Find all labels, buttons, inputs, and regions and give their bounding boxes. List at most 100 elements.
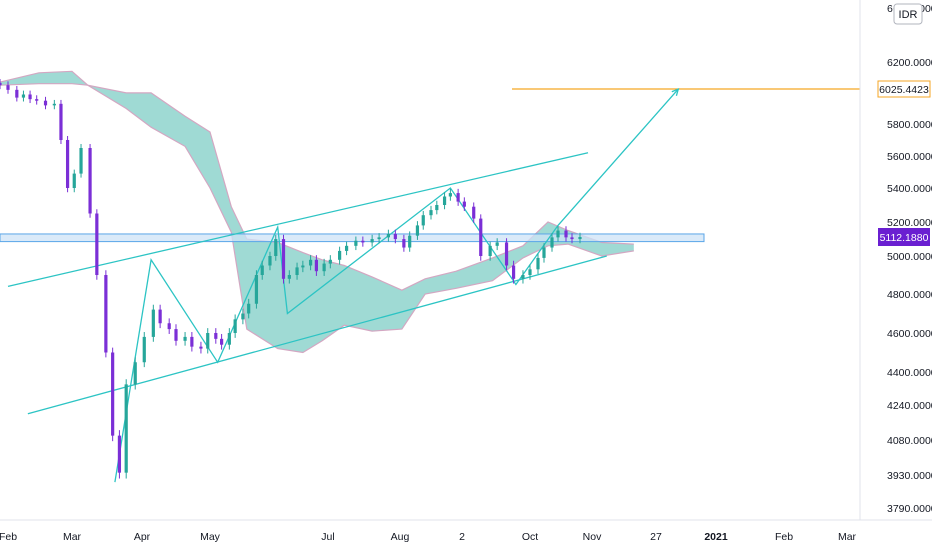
candle-body [95, 213, 99, 275]
candle-body [301, 265, 305, 268]
candle-body [142, 336, 146, 363]
time-tick-label: 2021 [704, 531, 728, 543]
candle-body [0, 82, 2, 86]
candle-body [421, 215, 425, 226]
candle-body [241, 313, 245, 320]
last-price-label: 5112.1880 [880, 232, 929, 244]
candle-body [435, 205, 439, 211]
currency-badge[interactable]: IDR [893, 3, 923, 25]
price-channel [7, 152, 607, 415]
cloud-span-a [0, 70, 634, 291]
candle-body [220, 338, 224, 345]
candle-body [287, 275, 291, 279]
candle-body [199, 346, 203, 349]
last-price-badge [878, 228, 930, 246]
candle-body [233, 319, 237, 333]
candle-body [190, 336, 194, 347]
candle-body [167, 323, 171, 330]
candle-body [35, 99, 39, 101]
candle-body [158, 309, 162, 324]
price-tick-label: 4800.0000 [887, 289, 932, 301]
time-tick-label: Nov [583, 531, 602, 543]
price-tick-label: 5600.0000 [887, 151, 932, 163]
time-tick-label: May [200, 531, 221, 543]
candle-body [578, 237, 582, 240]
time-tick-label: Mar [63, 531, 82, 543]
candle-body [521, 275, 525, 279]
price-tick-label: 5000.0000 [887, 251, 932, 263]
candle-body [550, 237, 554, 248]
candle-body [308, 259, 313, 266]
candle-body [542, 247, 546, 258]
price-tick-label: 5800.0000 [887, 119, 932, 131]
candle-body [488, 245, 492, 256]
price-tick-label: 5400.0000 [887, 183, 932, 195]
time-tick-label: Apr [134, 531, 151, 543]
candle-body [133, 362, 137, 385]
candle-body [456, 193, 460, 202]
candle-body [344, 245, 349, 251]
time-tick-label: Aug [391, 531, 410, 543]
candle-body [268, 256, 272, 266]
candle-body [117, 435, 122, 473]
candle-body [183, 336, 187, 341]
candle-body [370, 239, 374, 243]
candle-body [281, 239, 286, 279]
candle-body [386, 233, 390, 238]
candle-body [104, 275, 108, 353]
channel-upper-line [7, 152, 589, 288]
price-tick-label: 6200.0000 [887, 57, 932, 69]
candle-body [274, 239, 278, 256]
candle-body [88, 148, 92, 214]
candle-body [43, 100, 48, 106]
candle-body [511, 265, 516, 279]
price-tick-label: 4400.0000 [887, 367, 932, 379]
candle-body [227, 333, 231, 345]
time-tick-label: Feb [775, 531, 793, 543]
zigzag-arrowhead [671, 87, 680, 96]
candle-body [151, 309, 155, 337]
candle-body [254, 275, 259, 304]
price-axis[interactable]: 6600.00006200.00005800.00005600.00005400… [859, 0, 932, 520]
candle-body [564, 230, 568, 238]
candle-body [124, 384, 128, 473]
price-tick-label: 4080.0000 [887, 435, 932, 447]
time-tick-label: Feb [0, 531, 17, 543]
candle-body [354, 240, 358, 246]
price-tick-label: 5200.0000 [887, 217, 932, 229]
candle-body [295, 267, 299, 275]
candle-body [495, 242, 499, 246]
price-badges: 6025.4423 5112.1880 [877, 80, 931, 246]
candle-body [322, 263, 326, 272]
candle-body [472, 206, 476, 219]
candlesticks [0, 79, 582, 479]
time-axis[interactable]: Feb Mar Apr May Jul Aug 2 Oct Nov 27 2021 Feb Mar [0, 519, 932, 543]
candle-body [79, 148, 83, 174]
cloud-area [0, 71, 634, 353]
candle-body [462, 201, 466, 207]
target-price-label: 6025.4423 [879, 84, 929, 96]
candle-body [393, 233, 397, 240]
candle-body [28, 94, 32, 100]
target-price-badge [877, 80, 931, 98]
candle-body [65, 140, 70, 188]
candle-body [415, 225, 420, 236]
candle-body [314, 259, 318, 272]
candle-body [377, 237, 381, 240]
price-tick-label: 3930.0000 [887, 470, 932, 482]
price-tick-label: 4600.0000 [887, 328, 932, 340]
candle-body [361, 240, 365, 243]
zone-rect [0, 233, 705, 243]
channel-lower-line [27, 255, 607, 415]
time-tick-label: 2 [459, 531, 465, 543]
candle-body [556, 230, 560, 238]
candle-body [260, 265, 264, 275]
candle-body [174, 329, 178, 341]
candle-body [247, 303, 251, 314]
time-tick-label: Mar [838, 531, 857, 543]
candle-body [402, 239, 406, 248]
price-tick-label: 4240.0000 [887, 400, 932, 412]
candle-body [328, 259, 332, 264]
